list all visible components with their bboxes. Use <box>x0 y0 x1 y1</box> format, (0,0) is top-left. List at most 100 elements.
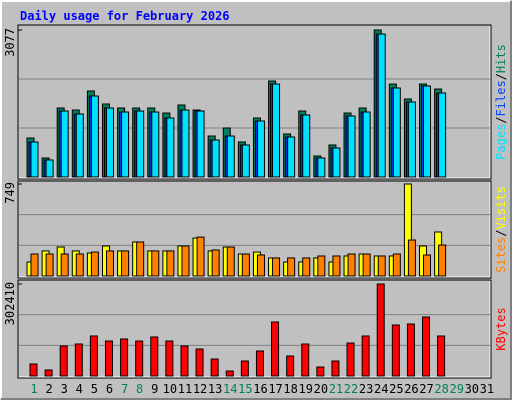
bar <box>272 257 281 277</box>
bar <box>255 350 264 377</box>
x-tick-label: 7 <box>121 382 128 396</box>
bar <box>181 109 190 178</box>
bar <box>45 253 54 277</box>
bar <box>30 253 39 277</box>
y-tick-label: 749 <box>3 182 17 204</box>
x-tick-label: 14 <box>223 382 237 396</box>
bar <box>271 321 280 377</box>
bar <box>59 345 68 377</box>
bar <box>136 110 145 178</box>
x-tick-label: 8 <box>136 382 143 396</box>
bar <box>74 343 83 377</box>
bar <box>105 107 114 178</box>
bar <box>362 111 371 178</box>
bar <box>105 250 114 277</box>
legend-entry: Pages <box>494 124 508 160</box>
bar <box>377 33 386 178</box>
bar <box>226 135 235 178</box>
bar <box>121 111 130 178</box>
x-tick-label: 16 <box>253 382 267 396</box>
x-tick-label: 12 <box>193 382 207 396</box>
panel-bevel <box>19 281 491 378</box>
bar <box>60 110 69 178</box>
bar <box>165 340 174 377</box>
panel <box>17 279 492 379</box>
bar <box>347 253 356 277</box>
bar <box>302 257 311 277</box>
x-tick-label: 26 <box>404 382 418 396</box>
x-tick-label: 5 <box>91 382 98 396</box>
bar <box>437 335 446 377</box>
bar <box>302 114 311 178</box>
bar <box>226 246 235 277</box>
bar <box>195 348 204 377</box>
bar <box>181 245 190 277</box>
bar <box>180 345 189 377</box>
bar <box>75 113 84 178</box>
bar <box>30 141 39 178</box>
legend-separator: / <box>494 73 508 80</box>
x-tick-label: 19 <box>299 382 313 396</box>
legend-entry: Sites <box>494 237 508 273</box>
bar <box>286 355 295 377</box>
bar <box>287 136 296 178</box>
x-tick-label: 18 <box>283 382 297 396</box>
y-tick-label: 302410 <box>3 282 17 325</box>
legend-separator: / <box>494 116 508 123</box>
x-tick-label: 4 <box>76 382 83 396</box>
bar <box>331 360 340 377</box>
x-tick-label: 11 <box>178 382 192 396</box>
bar <box>406 323 415 377</box>
bar <box>211 139 220 178</box>
bar <box>135 340 144 377</box>
x-tick-label: 17 <box>268 382 282 396</box>
x-tick-label: 15 <box>238 382 252 396</box>
bar <box>347 115 356 178</box>
bar <box>45 159 54 178</box>
bar <box>272 83 281 178</box>
bar <box>90 251 99 277</box>
bar <box>166 250 175 277</box>
bar <box>150 336 159 377</box>
x-tick-label: 20 <box>314 382 328 396</box>
bar <box>166 117 175 178</box>
bar <box>75 253 84 277</box>
bar <box>44 369 53 377</box>
x-tick-label: 25 <box>389 382 403 396</box>
x-tick-label: 2 <box>45 382 52 396</box>
x-tick-label: 23 <box>359 382 373 396</box>
bar <box>392 87 401 178</box>
bar <box>241 253 250 277</box>
x-tick-label: 24 <box>374 382 388 396</box>
bar <box>423 85 432 178</box>
bar <box>287 257 296 277</box>
legend-entry: Files <box>494 80 508 116</box>
x-tick-label: 1 <box>30 382 37 396</box>
x-tick-label: 10 <box>163 382 177 396</box>
bar <box>407 101 416 178</box>
panel-bevel <box>19 26 491 179</box>
bar <box>196 110 205 178</box>
y-tick-label: 3077 <box>3 28 17 57</box>
x-tick-label: 27 <box>419 382 433 396</box>
x-tick-label: 31 <box>480 382 494 396</box>
x-tick-label: 28 <box>434 382 448 396</box>
legend: Pages/Files/Hits <box>494 44 508 160</box>
x-tick-label: 29 <box>449 382 463 396</box>
legend-entry: KBytes <box>494 307 508 350</box>
bar <box>29 363 38 377</box>
legend-separator: / <box>494 230 508 237</box>
x-tick-label: 3 <box>61 382 68 396</box>
legend: Sites/Visits <box>494 186 508 273</box>
bar <box>407 239 416 277</box>
bar <box>151 250 160 277</box>
bar <box>256 120 265 178</box>
bar <box>120 338 129 377</box>
bar <box>240 360 249 377</box>
bar <box>362 253 371 277</box>
legend-entry: Hits <box>494 44 508 73</box>
bar <box>317 255 326 277</box>
legend-entry: Visits <box>494 186 508 229</box>
